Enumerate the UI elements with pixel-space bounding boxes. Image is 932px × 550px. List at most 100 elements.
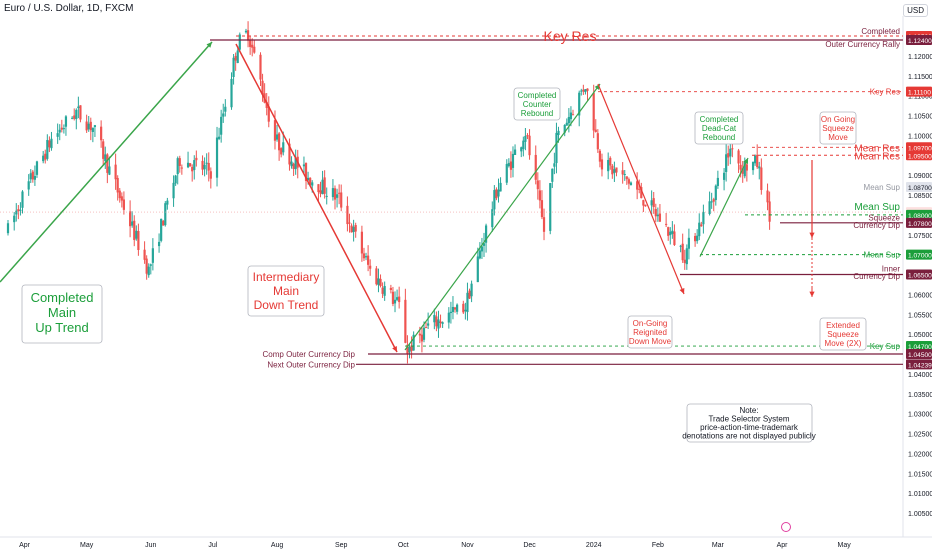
currency-button[interactable]: USD xyxy=(903,4,928,17)
candle-body xyxy=(478,250,481,259)
candle-body xyxy=(151,248,154,263)
candle-body xyxy=(33,175,37,180)
candle-body xyxy=(17,209,20,212)
candle-body xyxy=(768,201,771,222)
price-tag-text: 1.07000 xyxy=(908,253,932,260)
candle-body xyxy=(725,154,728,173)
candle-body xyxy=(609,157,612,166)
price-tag xyxy=(906,34,932,45)
main-up-trend-line-head xyxy=(206,42,212,48)
candle-body xyxy=(702,211,705,225)
candle-body xyxy=(354,225,357,232)
candle-body xyxy=(321,179,324,195)
candle-body xyxy=(569,112,573,120)
y-tick-label: 1.01000 xyxy=(908,491,932,498)
up-trend-label: Main xyxy=(48,305,76,320)
candle-body xyxy=(700,224,703,227)
candle-body xyxy=(553,163,556,167)
candle-body xyxy=(456,304,459,312)
candle-body xyxy=(186,162,190,168)
candle-body xyxy=(116,177,119,193)
reignited-label: Down Move xyxy=(629,337,672,346)
candle-body xyxy=(176,158,179,175)
candle-body xyxy=(50,138,53,149)
candle-body xyxy=(120,196,123,201)
level-label: Currency Dip xyxy=(853,272,900,281)
level-label: Mean Sup xyxy=(864,183,901,192)
candle-body xyxy=(453,307,457,310)
candle-body xyxy=(58,129,61,133)
candle-body xyxy=(743,162,746,177)
up-trend-label: Up Trend xyxy=(35,320,88,335)
y-tick-label: 1.06000 xyxy=(908,292,932,299)
candle-body xyxy=(538,190,541,201)
y-tick-label: 1.08500 xyxy=(908,193,932,200)
candle-body xyxy=(280,148,283,155)
candle-body xyxy=(540,200,544,218)
price-tag xyxy=(906,142,932,153)
price-tag xyxy=(906,182,932,193)
candle-body xyxy=(565,122,568,126)
note-text: Trade Selector System xyxy=(708,415,789,424)
candle-body xyxy=(220,116,223,135)
candle-body xyxy=(499,182,502,192)
candle-body xyxy=(244,30,248,33)
candle-body xyxy=(497,189,500,197)
candle-body xyxy=(64,116,68,127)
price-tag xyxy=(906,349,932,359)
candle-body xyxy=(224,106,227,112)
candle-body xyxy=(600,159,604,170)
candle-body xyxy=(739,164,742,170)
candle-body xyxy=(91,127,94,132)
candle-body xyxy=(195,157,198,161)
candle-body xyxy=(346,205,349,225)
candle-body xyxy=(511,153,515,168)
price-tag-text: 1.04700 xyxy=(908,344,932,351)
candle-body xyxy=(716,177,719,186)
level-label: Outer Currency Rally xyxy=(825,40,900,49)
extended-squeeze-label: Extended xyxy=(826,321,860,330)
candle-body xyxy=(729,148,732,157)
candle-body xyxy=(377,278,380,286)
candle-body xyxy=(331,188,335,198)
candle-body xyxy=(766,190,769,203)
candle-body xyxy=(727,153,730,158)
candle-body xyxy=(234,55,237,61)
price-tag xyxy=(906,249,932,260)
candle-body xyxy=(528,135,531,156)
price-tag-text: 1.11100 xyxy=(908,90,931,97)
candle-body xyxy=(77,106,80,109)
candle-body xyxy=(367,255,370,265)
candle-body xyxy=(389,287,392,290)
candle-body xyxy=(149,264,152,266)
candle-body xyxy=(87,123,90,130)
candle-body xyxy=(731,148,734,150)
candle-body xyxy=(462,303,465,313)
candle-body xyxy=(737,150,740,164)
candle-body xyxy=(555,132,558,164)
candle-body xyxy=(89,121,92,131)
candle-body xyxy=(275,134,279,140)
level-label: Completed xyxy=(861,27,900,36)
candle-body xyxy=(536,180,539,190)
candle-body xyxy=(180,167,183,169)
candle-body xyxy=(319,190,322,194)
candle-body xyxy=(162,220,165,226)
candle-body xyxy=(451,306,455,313)
price-tag xyxy=(906,341,932,352)
squeeze-move-arrow-head xyxy=(809,232,815,238)
candle-body xyxy=(580,90,583,92)
candle-body xyxy=(652,198,655,207)
candle-body xyxy=(584,89,587,93)
candle-body xyxy=(267,106,270,122)
candle-body xyxy=(217,136,221,139)
candle-body xyxy=(710,201,713,203)
squeeze-move-box xyxy=(819,111,857,145)
candle-body xyxy=(607,159,610,172)
candle-body xyxy=(15,210,18,215)
candle-body xyxy=(21,191,24,208)
x-tick-label: Mar xyxy=(712,542,725,549)
reignited-box xyxy=(627,315,673,349)
price-tag xyxy=(906,86,932,97)
